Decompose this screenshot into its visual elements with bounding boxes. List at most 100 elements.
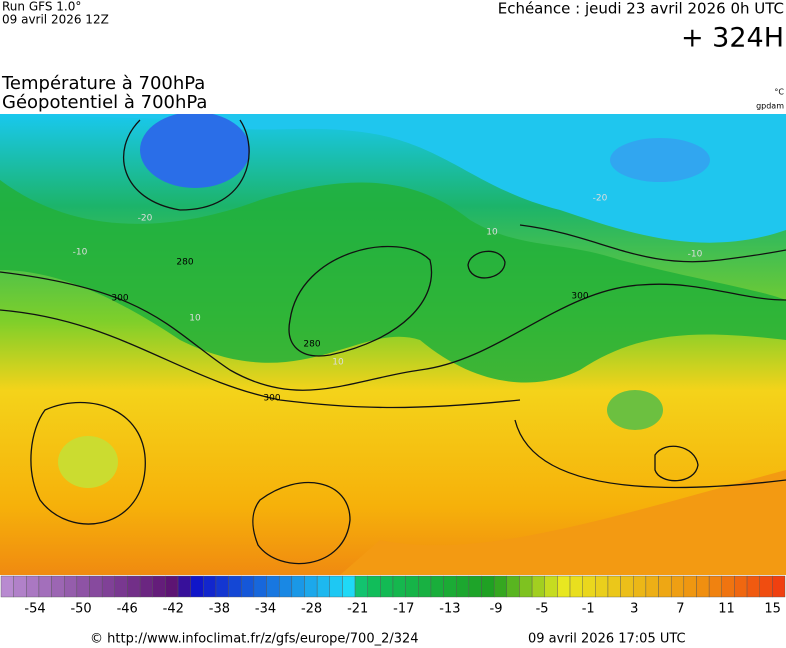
colorbar-swatch [354,575,368,598]
contour-label: -10 [688,250,703,260]
warm-zone [340,470,786,575]
contours [0,119,786,565]
colorbar-swatch [152,575,166,598]
colorbar-swatch [190,575,204,598]
colorbar-swatch [506,575,520,598]
contour-label: -20 [138,214,153,224]
colorbar-label: -21 [347,602,368,617]
colorbar-label: -5 [536,602,549,617]
colorbar-swatch [304,575,318,598]
colorbar-swatch [721,575,735,598]
cold-core [610,138,710,182]
contour-label: 10 [189,314,201,324]
colorbar-label: 11 [718,602,735,617]
colorbar-swatch [607,575,621,598]
echeance: Echéance : jeudi 23 avril 2026 0h UTC [498,0,784,18]
colorbar-label: -17 [393,602,414,617]
colorbar-swatch [316,575,330,598]
unit-geo: gpdam [756,102,784,111]
colorbar-swatch [253,575,267,598]
colorbar-swatch [405,575,419,598]
colorbar-swatch [683,575,697,598]
footer-source: © http://www.infoclimat.fr/z/gfs/europe/… [90,632,419,647]
colorbar-swatch [139,575,153,598]
colorbar-swatch [468,575,482,598]
run: Run GFS 1.0° [2,0,81,14]
colorbar-swatch [430,575,444,598]
colorbar-label: -13 [439,602,460,617]
colorbar-swatch [38,575,52,598]
colorbar-label: 3 [630,602,638,617]
colorbar-swatch [658,575,672,598]
colorbar-swatch [228,575,242,598]
colorbar-label: -34 [255,602,276,617]
green-zone [0,180,786,383]
colorbar-swatch [51,575,65,598]
contour-label: 300 [571,292,588,302]
colorbar-swatch [127,575,141,598]
footer-date: 09 avril 2026 17:05 UTC [528,632,686,647]
colorbar-swatch [493,575,508,598]
colorbar-swatch [557,575,571,598]
colorbar-swatch [241,575,255,598]
colorbar-swatch [582,575,596,598]
colorbar-swatch [708,575,722,598]
contour-label: -20 [593,194,608,204]
colorbar-swatch [380,575,394,598]
colorbar-swatch [329,575,343,598]
colorbar-swatch [392,575,406,598]
colorbar-swatch [569,575,583,598]
colorbar-label: -46 [117,602,138,617]
colorbar-label: -42 [163,602,184,617]
cool-core [607,390,663,430]
colorbar-swatch [620,575,634,598]
colorbar-swatch [544,575,558,598]
colorbar-swatch [101,575,116,598]
colorbar-swatch [76,575,90,598]
colorbar-swatch [26,575,40,598]
colorbar-label: -50 [70,602,91,617]
colorbar-label: -9 [490,602,503,617]
colorbar-swatch [481,575,495,598]
colorbar-swatch [759,575,773,598]
colorbar-swatch [367,575,381,598]
colorbar-label: -38 [209,602,230,617]
cold-zone [0,114,786,243]
colorbar-label: -1 [582,602,595,617]
contour-label: 300 [263,394,280,404]
colorbar-swatch [203,575,217,598]
contour-label: 10 [332,358,344,368]
step: + 324H [681,23,784,54]
run-date: 09 avril 2026 12Z [2,13,109,27]
colorbar-label: 7 [676,602,684,617]
colorbar-swatch [531,575,545,598]
colorbar-swatch [89,575,103,598]
colorbar-swatch [114,575,128,598]
colorbar-swatch [0,575,14,598]
colorbar-label: -28 [301,602,322,617]
colorbar-swatch [278,575,293,598]
colorbar-swatch [734,575,748,598]
colorbar-swatch [772,575,786,598]
colorbar-swatch [519,575,533,598]
colorbar-swatch [342,575,356,598]
map: 300 280 280 300 300 -20 -20 -10 -10 10 10 10 [0,114,786,575]
colorbar-label: -54 [24,602,45,617]
contour-label: 10 [486,228,498,238]
colorbar-swatch [266,575,280,598]
colorbar: -54 -50 -46 -42 -38 -34 -28 -21 -17 -13 -9 -5 -1 3 7 11… [0,575,786,617]
colorbar-swatch [670,575,685,598]
colorbar-label: 15 [764,602,781,617]
colorbar-swatch [64,575,78,598]
colorbar-swatch [595,575,609,598]
colorbar-swatch [443,575,457,598]
contour-label: 280 [176,258,193,268]
colorbar-swatch [696,575,710,598]
unit-temp: °C [774,88,784,97]
colorbar-swatch [291,575,305,598]
colorbar-swatch [645,575,659,598]
colorbar-swatch [456,575,470,598]
colorbar-swatch [165,575,179,598]
